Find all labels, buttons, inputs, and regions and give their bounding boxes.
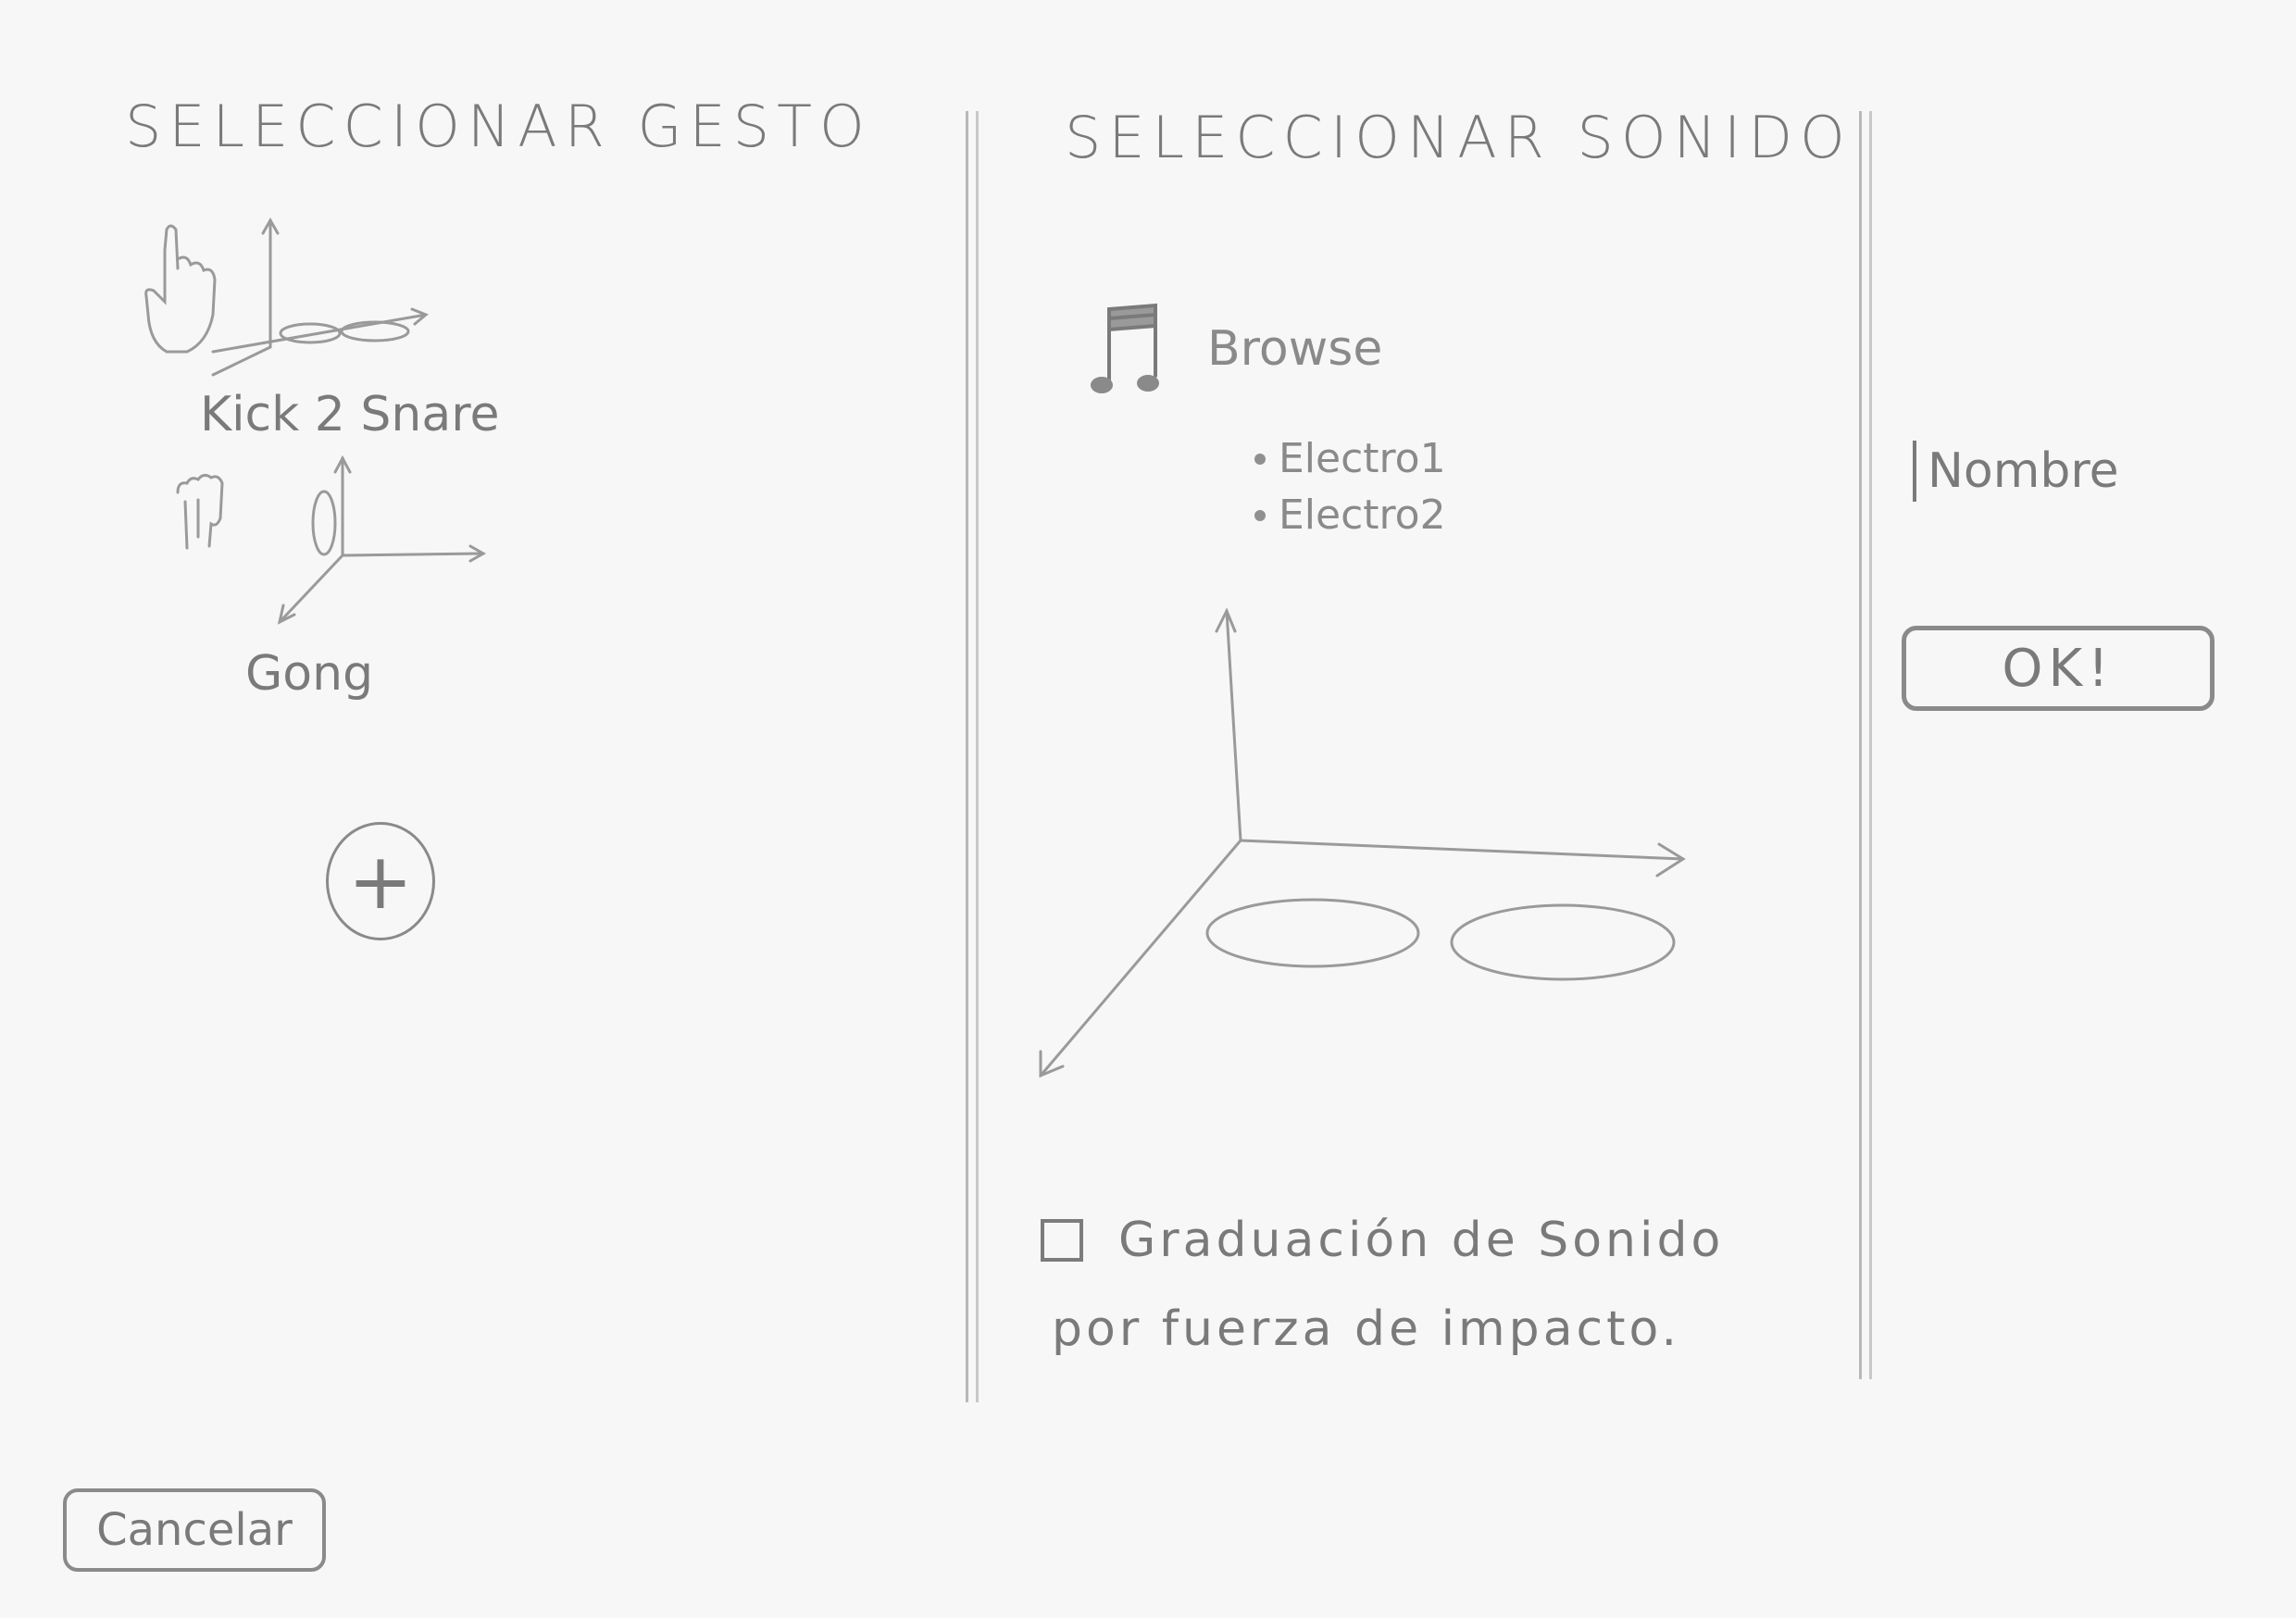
- sound-panel-title: SELECCIONAR SONIDO: [1065, 104, 1853, 171]
- ok-button[interactable]: OK!: [1902, 626, 2215, 711]
- gesture-label-gong: Gong: [245, 646, 374, 702]
- sound-preview-axes-diagram: [1039, 607, 1686, 1078]
- name-field: [1907, 435, 2240, 509]
- browse-button[interactable]: Browse: [1091, 298, 1382, 400]
- cancel-label: Cancelar: [96, 1504, 293, 1556]
- sound-list-item-electro2[interactable]: Electro2: [1254, 492, 1446, 539]
- velocity-checkbox[interactable]: [1041, 1219, 1083, 1262]
- cancel-button[interactable]: Cancelar: [63, 1488, 326, 1572]
- bullet-icon: [1254, 509, 1266, 521]
- gesture-item-gong[interactable]: Gong: [157, 444, 528, 722]
- plus-icon: +: [347, 836, 414, 927]
- name-input[interactable]: [1928, 439, 2224, 504]
- finger-gesture-icon: [144, 217, 429, 377]
- panel-divider-left: [966, 111, 979, 1402]
- text-cursor-icon: [1913, 441, 1916, 502]
- gesture-item-kick-snare[interactable]: Kick 2 Snare: [130, 213, 574, 454]
- sound-label: Electro1: [1279, 435, 1446, 482]
- sound-list-item-electro1[interactable]: Electro1: [1254, 435, 1446, 482]
- velocity-label-line1: Graduación de Sonido: [1118, 1213, 1725, 1268]
- gesture-label-kick-snare: Kick 2 Snare: [200, 387, 500, 442]
- ok-label: OK!: [2002, 638, 2115, 699]
- velocity-label-line2: por fuerza de impacto.: [1052, 1301, 1680, 1357]
- sound-list: Electro1 Electro2: [1254, 435, 1446, 539]
- bullet-icon: [1254, 453, 1266, 465]
- add-gesture-button[interactable]: +: [326, 822, 435, 940]
- gesture-panel-title: SELECCIONAR GESTO: [125, 93, 872, 160]
- panel-divider-right: [1859, 111, 1872, 1379]
- sound-label: Electro2: [1279, 492, 1446, 539]
- browse-label: Browse: [1207, 321, 1383, 377]
- velocity-option: Graduación de Sonido por fuerza de impac…: [1041, 1213, 1724, 1357]
- fist-gesture-icon: [176, 454, 487, 625]
- music-note-icon: [1091, 303, 1159, 393]
